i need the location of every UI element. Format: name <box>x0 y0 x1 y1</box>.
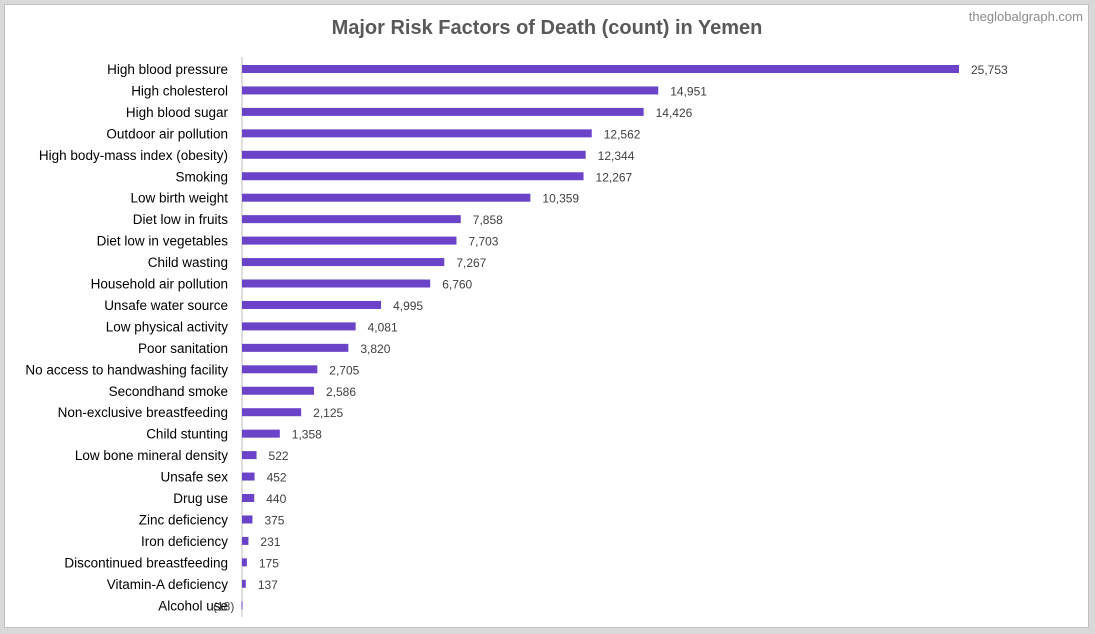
category-label: Outdoor air pollution <box>106 126 228 141</box>
value-label: 375 <box>264 513 284 527</box>
category-label: Diet low in fruits <box>133 212 229 227</box>
value-label: 2,705 <box>329 363 359 377</box>
category-label: Low birth weight <box>130 191 228 206</box>
bar <box>242 365 318 374</box>
value-label: 10,359 <box>542 192 579 206</box>
bar <box>242 300 382 309</box>
chart-title: Major Risk Factors of Death (count) in Y… <box>332 17 763 39</box>
bar <box>242 129 592 138</box>
value-label: 14,426 <box>656 106 693 120</box>
bar <box>242 515 253 524</box>
bar <box>242 408 302 417</box>
value-label: 25,753 <box>971 63 1008 77</box>
bar <box>242 579 246 588</box>
category-label: Child wasting <box>148 255 228 270</box>
bar <box>242 107 644 116</box>
value-label: 4,995 <box>393 299 423 313</box>
value-label: 12,344 <box>598 149 635 163</box>
bar <box>242 322 356 331</box>
category-label: Household air pollution <box>91 277 228 292</box>
value-label: 2,586 <box>326 385 356 399</box>
category-label: Smoking <box>175 169 228 184</box>
value-label: 12,267 <box>596 170 633 184</box>
category-label: Poor sanitation <box>138 341 228 356</box>
value-label: (18) <box>213 599 234 613</box>
category-label: High body-mass index (obesity) <box>39 148 228 163</box>
category-label: Drug use <box>173 491 228 506</box>
category-label: Zinc deficiency <box>139 512 229 527</box>
value-label: 231 <box>260 535 280 549</box>
category-label: Unsafe water source <box>104 298 228 313</box>
category-label: Non-exclusive breastfeeding <box>58 405 228 420</box>
value-label: 175 <box>259 556 279 570</box>
value-label: 7,858 <box>473 213 503 227</box>
value-label: 137 <box>258 578 278 592</box>
value-label: 14,951 <box>670 84 707 98</box>
bar <box>242 86 659 95</box>
bar <box>242 236 457 245</box>
value-label: 452 <box>267 471 287 485</box>
category-label: Secondhand smoke <box>109 384 228 399</box>
category-label: High blood sugar <box>126 105 229 120</box>
category-label: No access to handwashing facility <box>25 362 228 377</box>
category-label: Low physical activity <box>106 319 229 334</box>
category-label: High blood pressure <box>107 62 228 77</box>
bar <box>242 193 531 202</box>
bar <box>242 215 461 224</box>
value-label: 1,358 <box>292 428 322 442</box>
value-label: 4,081 <box>368 320 398 334</box>
value-label: 440 <box>266 492 286 506</box>
bar <box>242 386 314 395</box>
category-label: Discontinued breastfeeding <box>64 555 228 570</box>
category-label: Low bone mineral density <box>75 448 228 463</box>
category-label: Alcohol use <box>158 598 228 613</box>
bar <box>242 150 586 159</box>
bars-group <box>241 65 959 610</box>
bar <box>242 494 255 502</box>
bar <box>242 258 445 267</box>
value-label: 3,820 <box>360 342 390 356</box>
value-label: 7,267 <box>456 256 486 270</box>
category-label: Vitamin-A deficiency <box>107 577 229 592</box>
value-label: 6,760 <box>442 278 472 292</box>
bar <box>242 343 349 352</box>
value-label: 12,562 <box>604 127 641 141</box>
value-label: 7,703 <box>468 235 498 249</box>
bar <box>242 558 247 567</box>
bar <box>242 451 257 460</box>
category-label: Unsafe sex <box>160 470 228 485</box>
value-label: 2,125 <box>313 406 343 420</box>
bar <box>242 65 959 73</box>
category-label: Iron deficiency <box>141 534 228 549</box>
watermark: theglobalgraph.com <box>969 9 1083 24</box>
bar <box>242 279 431 288</box>
bar <box>242 472 255 481</box>
category-labels-group: High blood pressure High cholesterol High … <box>25 62 228 613</box>
bar <box>241 601 243 610</box>
bar <box>242 536 249 545</box>
category-label: High cholesterol <box>131 83 228 98</box>
value-labels-group: 25,753 14,951 14,426 12,562 12,344 12,267 10,3… <box>213 63 1008 613</box>
bar <box>242 172 584 181</box>
bar <box>242 429 280 438</box>
value-label: 522 <box>269 449 289 463</box>
category-label: Child stunting <box>146 427 228 442</box>
category-label: Diet low in vegetables <box>97 234 229 249</box>
